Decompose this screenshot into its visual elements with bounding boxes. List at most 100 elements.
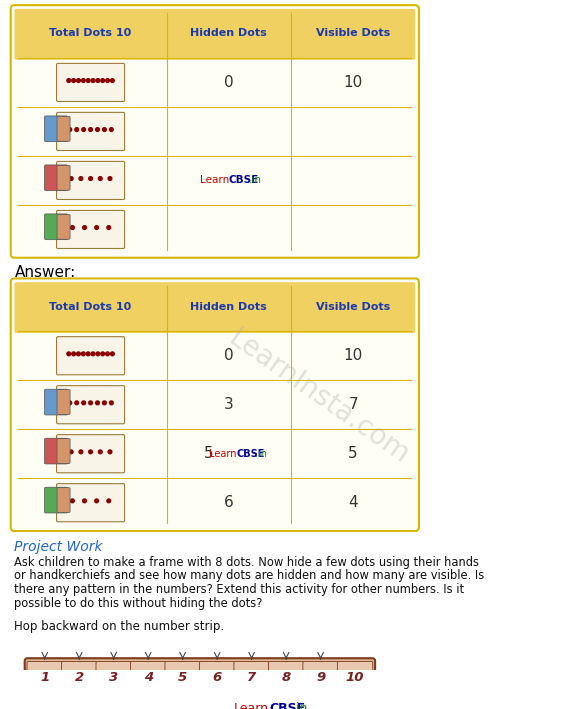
FancyBboxPatch shape	[57, 390, 70, 415]
Text: Learn: Learn	[234, 702, 269, 709]
FancyBboxPatch shape	[44, 389, 68, 415]
Circle shape	[76, 352, 80, 356]
FancyBboxPatch shape	[57, 113, 125, 150]
Circle shape	[96, 352, 100, 356]
Text: 6: 6	[224, 496, 234, 510]
FancyBboxPatch shape	[57, 337, 125, 375]
Circle shape	[111, 352, 114, 356]
Circle shape	[79, 177, 83, 181]
Circle shape	[98, 177, 102, 181]
Text: CBSE: CBSE	[236, 449, 265, 459]
Circle shape	[110, 128, 113, 131]
Text: 5: 5	[348, 446, 358, 462]
FancyBboxPatch shape	[338, 661, 373, 693]
Circle shape	[82, 401, 86, 405]
Circle shape	[107, 225, 111, 230]
FancyBboxPatch shape	[57, 488, 70, 513]
FancyBboxPatch shape	[303, 661, 338, 693]
FancyBboxPatch shape	[57, 386, 125, 424]
FancyBboxPatch shape	[14, 282, 415, 333]
Circle shape	[103, 128, 106, 131]
Text: or handkerchiefs and see how many dots are hidden and how many are visible. Is: or handkerchiefs and see how many dots a…	[14, 569, 484, 582]
FancyBboxPatch shape	[130, 661, 166, 693]
FancyBboxPatch shape	[57, 63, 125, 101]
FancyBboxPatch shape	[14, 9, 415, 60]
FancyBboxPatch shape	[11, 5, 419, 257]
Text: 1: 1	[40, 671, 49, 683]
Circle shape	[96, 401, 99, 405]
Circle shape	[96, 79, 100, 82]
Circle shape	[110, 401, 113, 405]
Circle shape	[106, 352, 110, 356]
Circle shape	[75, 401, 79, 405]
FancyBboxPatch shape	[96, 661, 131, 693]
Text: 9: 9	[316, 671, 325, 683]
Text: Answer:: Answer:	[14, 265, 76, 280]
FancyBboxPatch shape	[199, 661, 235, 693]
Text: 3: 3	[109, 671, 118, 683]
Text: LearnInsta.com: LearnInsta.com	[223, 324, 414, 470]
Circle shape	[68, 128, 72, 131]
Text: Visible Dots: Visible Dots	[316, 302, 390, 312]
Circle shape	[89, 401, 92, 405]
Text: Project Work: Project Work	[14, 540, 103, 554]
Circle shape	[83, 499, 87, 503]
Circle shape	[67, 352, 71, 356]
Circle shape	[82, 128, 86, 131]
Text: 10: 10	[346, 671, 364, 683]
FancyBboxPatch shape	[57, 211, 125, 248]
Text: 3: 3	[224, 397, 234, 412]
FancyBboxPatch shape	[165, 661, 200, 693]
FancyBboxPatch shape	[25, 658, 375, 696]
Text: 4: 4	[144, 671, 153, 683]
Circle shape	[71, 499, 74, 503]
Text: 4: 4	[348, 496, 358, 510]
FancyBboxPatch shape	[269, 661, 304, 693]
Circle shape	[101, 352, 104, 356]
Text: Total Dots 10: Total Dots 10	[49, 28, 131, 38]
Circle shape	[111, 79, 114, 82]
Circle shape	[71, 225, 74, 230]
Text: 5: 5	[178, 671, 187, 683]
Circle shape	[89, 450, 92, 454]
Text: Learn: Learn	[209, 449, 236, 459]
Circle shape	[103, 401, 106, 405]
FancyBboxPatch shape	[57, 162, 125, 199]
Circle shape	[101, 79, 104, 82]
Text: 10: 10	[343, 348, 363, 363]
Text: 5: 5	[204, 446, 213, 462]
FancyBboxPatch shape	[57, 116, 70, 141]
FancyBboxPatch shape	[57, 435, 125, 473]
Text: 0: 0	[224, 348, 234, 363]
FancyBboxPatch shape	[57, 439, 70, 464]
Circle shape	[106, 79, 110, 82]
Text: 2: 2	[75, 671, 84, 683]
Circle shape	[95, 499, 99, 503]
Circle shape	[82, 352, 85, 356]
Circle shape	[79, 450, 83, 454]
FancyBboxPatch shape	[234, 661, 269, 693]
Circle shape	[72, 352, 76, 356]
FancyBboxPatch shape	[57, 165, 70, 190]
FancyBboxPatch shape	[11, 279, 419, 531]
Text: Learn: Learn	[200, 175, 229, 186]
FancyBboxPatch shape	[44, 165, 68, 191]
Text: 10: 10	[343, 75, 363, 90]
FancyBboxPatch shape	[44, 438, 68, 464]
Circle shape	[76, 79, 80, 82]
Text: Total Dots 10: Total Dots 10	[49, 302, 131, 312]
Circle shape	[91, 79, 95, 82]
Circle shape	[91, 352, 95, 356]
Circle shape	[72, 79, 76, 82]
Circle shape	[83, 225, 87, 230]
FancyBboxPatch shape	[57, 214, 70, 239]
FancyBboxPatch shape	[61, 661, 97, 693]
Text: Hop backward on the number strip.: Hop backward on the number strip.	[14, 620, 224, 632]
Circle shape	[86, 352, 90, 356]
FancyBboxPatch shape	[44, 116, 68, 142]
Circle shape	[98, 450, 102, 454]
FancyBboxPatch shape	[44, 487, 68, 513]
FancyBboxPatch shape	[27, 661, 63, 693]
Text: 6: 6	[212, 671, 222, 683]
Circle shape	[89, 128, 92, 131]
